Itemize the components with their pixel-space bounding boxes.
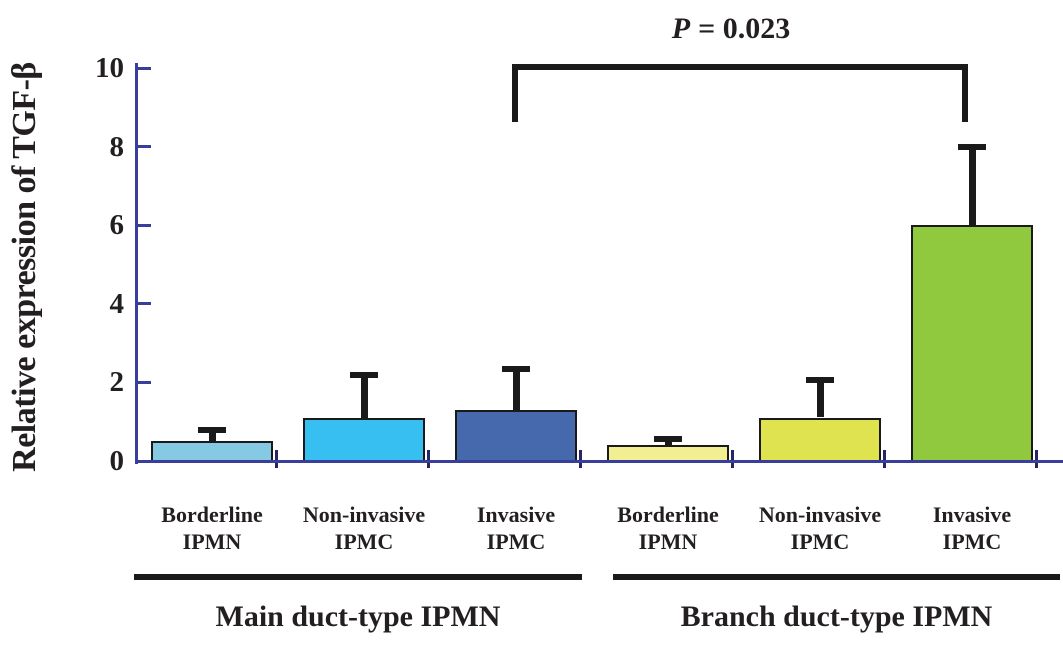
y-axis-title: Relative expression of TGF-β xyxy=(6,62,43,472)
category-label-line2: IPMC xyxy=(942,529,1002,554)
significance-bracket xyxy=(512,64,968,122)
x-boundary-tick-5 xyxy=(1035,450,1038,468)
category-label-5: Invasive IPMC xyxy=(894,501,1050,555)
y-tick-8 xyxy=(137,145,151,148)
category-label-line2: IPMC xyxy=(790,529,850,554)
y-tick-10 xyxy=(137,67,151,70)
category-label-line1: Borderline xyxy=(161,502,263,527)
y-tick-label-8: 8 xyxy=(109,131,125,163)
y-tick-label-0: 0 xyxy=(109,445,125,477)
bar-4 xyxy=(759,418,881,463)
y-tick-label-6: 6 xyxy=(109,209,125,241)
x-boundary-tick-0 xyxy=(275,450,278,468)
x-boundary-tick-1 xyxy=(427,450,430,468)
category-label-line1: Non-invasive xyxy=(758,502,882,527)
p-value-label: P = 0.023 xyxy=(581,8,881,50)
category-label-line1: Non-invasive xyxy=(302,502,426,527)
y-tick-6 xyxy=(137,224,151,227)
category-label-3: Borderline IPMN xyxy=(590,501,746,555)
category-label-1: Non-invasive IPMC xyxy=(286,501,442,555)
error-bar-stem-1 xyxy=(361,375,368,418)
group-underline-branch-duct xyxy=(613,574,1060,580)
category-label-2: Invasive IPMC xyxy=(438,501,594,555)
category-label-0: Borderline IPMN xyxy=(134,501,290,555)
y-tick-label-4: 4 xyxy=(109,288,125,320)
error-bar-cap-0 xyxy=(198,427,226,433)
error-bar-cap-4 xyxy=(806,377,834,383)
error-bar-cap-1 xyxy=(350,372,378,378)
x-boundary-tick-2 xyxy=(579,450,582,468)
y-axis-line xyxy=(135,63,138,464)
category-label-4: Non-invasive IPMC xyxy=(742,501,898,555)
error-bar-stem-3 xyxy=(665,439,672,445)
y-tick-label-10: 10 xyxy=(95,52,124,84)
y-tick-4 xyxy=(137,302,151,305)
bar-5 xyxy=(911,225,1033,463)
y-tick-2 xyxy=(137,381,151,384)
x-boundary-tick-3 xyxy=(731,450,734,468)
category-label-line2: IPMN xyxy=(182,529,242,554)
category-label-line1: Invasive xyxy=(476,502,556,527)
error-bar-stem-5 xyxy=(969,147,976,226)
group-label-branch-duct: Branch duct-type IPMN xyxy=(680,600,993,633)
y-tick-label-2: 2 xyxy=(109,366,125,398)
x-boundary-tick-4 xyxy=(883,450,886,468)
error-bar-stem-4 xyxy=(817,380,824,417)
category-label-line2: IPMN xyxy=(638,529,698,554)
error-bar-cap-2 xyxy=(502,366,530,372)
error-bar-stem-2 xyxy=(513,369,520,410)
bar-1 xyxy=(303,418,425,463)
p-symbol: P xyxy=(671,12,691,45)
group-label-main-duct: Main duct-type IPMN xyxy=(215,600,501,633)
category-label-line2: IPMC xyxy=(334,529,394,554)
group-underline-main-duct xyxy=(134,574,582,580)
category-label-line1: Invasive xyxy=(932,502,1012,527)
x-axis-line xyxy=(135,460,1063,463)
error-bar-stem-0 xyxy=(209,430,216,442)
category-label-line1: Borderline xyxy=(617,502,719,527)
category-label-line2: IPMC xyxy=(486,529,546,554)
bar-2 xyxy=(455,410,577,463)
p-value-text: = 0.023 xyxy=(698,12,791,45)
error-bar-cap-5 xyxy=(958,144,986,150)
error-bar-cap-3 xyxy=(654,436,682,442)
